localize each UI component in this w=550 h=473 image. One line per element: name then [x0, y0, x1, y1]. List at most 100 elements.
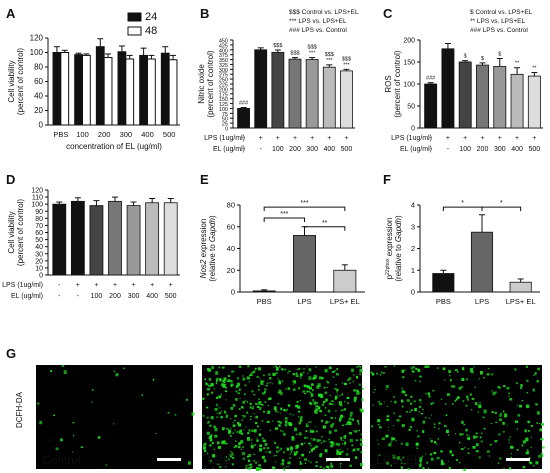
- fluorescent-cell: [361, 387, 364, 390]
- fluorescent-cell: [348, 432, 353, 435]
- fluorescent-cell: [219, 378, 222, 381]
- fluorescent-cell: [277, 420, 280, 423]
- fluorescent-cell: [508, 395, 510, 397]
- fluorescent-cell: [297, 416, 300, 418]
- fluorescent-cell: [213, 425, 216, 427]
- fluorescent-cell: [372, 404, 374, 406]
- fluorescent-cell: [226, 443, 228, 445]
- fluorescent-cell: [279, 449, 281, 451]
- y-axis-label-part: Gapdh: [394, 217, 403, 242]
- fluorescent-cell: [383, 401, 385, 403]
- fluorescent-cell: [377, 439, 379, 441]
- y-tick-label: 75: [222, 112, 228, 118]
- bar-7: [527, 75, 541, 129]
- fluorescent-cell: [253, 413, 255, 415]
- fluorescent-cell: [315, 426, 317, 428]
- fluorescent-cell: [349, 382, 351, 384]
- legend-label: 48: [145, 25, 157, 37]
- fluorescent-cell: [411, 370, 415, 373]
- fluorescent-cell: [351, 418, 354, 421]
- y-tick-label: 200: [403, 38, 415, 45]
- fluorescent-cell: [487, 450, 490, 453]
- table-row-label: LPS (1ug/ml): [2, 282, 43, 289]
- fluorescent-cell: [449, 450, 452, 454]
- fluorescent-cell: [469, 393, 472, 396]
- fluorescent-cell: [257, 367, 261, 371]
- table-row-label: EL (ug/ml): [11, 293, 43, 300]
- fluorescent-cell: [257, 461, 259, 463]
- fluorescent-cell: [255, 402, 258, 405]
- fluorescent-cell: [353, 430, 355, 432]
- y-axis-label: Nos2 expression: [199, 219, 208, 279]
- fluorescent-cell: [422, 408, 424, 411]
- fluorescent-cell: [211, 442, 214, 445]
- fluorescent-cell: [514, 420, 518, 423]
- fluorescent-cell: [241, 415, 243, 417]
- fluorescent-cell: [345, 424, 347, 425]
- fluorescent-cell: [308, 442, 311, 445]
- fluorescent-cell: [339, 417, 342, 421]
- fluorescent-cell: [277, 446, 280, 449]
- fluorescent-cell: [324, 414, 327, 416]
- fluorescent-cell: [299, 461, 302, 463]
- fluorescent-cell: [224, 382, 226, 384]
- fluorescent-cell: [257, 405, 260, 408]
- x-tick-label: PBS: [436, 297, 451, 306]
- bar-48-400: [147, 58, 156, 126]
- fluorescent-cell: [225, 416, 228, 418]
- fluorescent-cell: [390, 400, 392, 402]
- fluorescent-cell: [253, 453, 256, 455]
- significance-bracket: [263, 217, 305, 223]
- fluorescent-cell: [483, 377, 485, 379]
- fluorescent-cell: [392, 424, 394, 427]
- fluorescent-cell: [427, 392, 431, 396]
- x-tick-label: LPS: [297, 297, 311, 306]
- fluorescent-cell: [312, 399, 315, 402]
- fluorescent-cell: [376, 372, 378, 375]
- fluorescent-cell: [223, 377, 227, 381]
- fluorescent-cell: [72, 421, 75, 424]
- fluorescent-cell: [371, 425, 374, 428]
- fluorescent-cell: [315, 401, 319, 404]
- fluorescent-cell: [218, 366, 221, 369]
- panel-letter-b: B: [200, 6, 209, 21]
- fluorescent-cell: [206, 416, 209, 419]
- fluorescent-cell: [246, 376, 250, 380]
- fluorescent-cell: [283, 433, 286, 436]
- fluorescent-cell: [324, 368, 328, 373]
- y-tick-label: 50: [35, 237, 43, 244]
- fluorescent-cell: [425, 393, 427, 395]
- y-axis-label-part: (relative to: [208, 242, 217, 282]
- fluorescent-cell: [263, 459, 267, 463]
- fluorescent-cell: [264, 401, 267, 403]
- fluorescent-cell: [295, 372, 298, 375]
- fluorescent-cell: [432, 402, 434, 404]
- fluorescent-cell: [425, 416, 427, 419]
- bar-4: [476, 64, 489, 129]
- fluorescent-cell: [348, 421, 352, 426]
- bar-3: [458, 61, 472, 129]
- y-tick-label: 0: [231, 288, 235, 297]
- fluorescent-cell: [261, 392, 265, 395]
- x-tick-label: 500: [163, 130, 176, 139]
- fluorescent-cell: [328, 421, 330, 423]
- table-cell: +: [344, 135, 348, 142]
- bar-48-100: [82, 54, 91, 126]
- fluorescent-cell: [280, 390, 282, 392]
- fluorescent-cell: [517, 414, 521, 417]
- y-tick-label: 325: [219, 63, 228, 69]
- fluorescent-cell: [278, 424, 281, 427]
- fluorescent-cell: [291, 437, 295, 441]
- fluorescent-cell: [379, 374, 382, 376]
- fluorescent-cell: [428, 467, 430, 470]
- fluorescent-cell: [245, 467, 247, 469]
- fluorescent-cell: [233, 446, 236, 449]
- y-tick-label: 120: [31, 188, 43, 195]
- fluorescent-cell: [329, 402, 332, 405]
- fluorescent-cell: [519, 404, 522, 408]
- fluorescent-cell: [248, 429, 251, 432]
- significance-bracket: [442, 206, 483, 212]
- fluorescent-cell: [445, 414, 448, 416]
- fluorescent-cell: [281, 459, 285, 462]
- y-tick-label: 20: [227, 266, 235, 275]
